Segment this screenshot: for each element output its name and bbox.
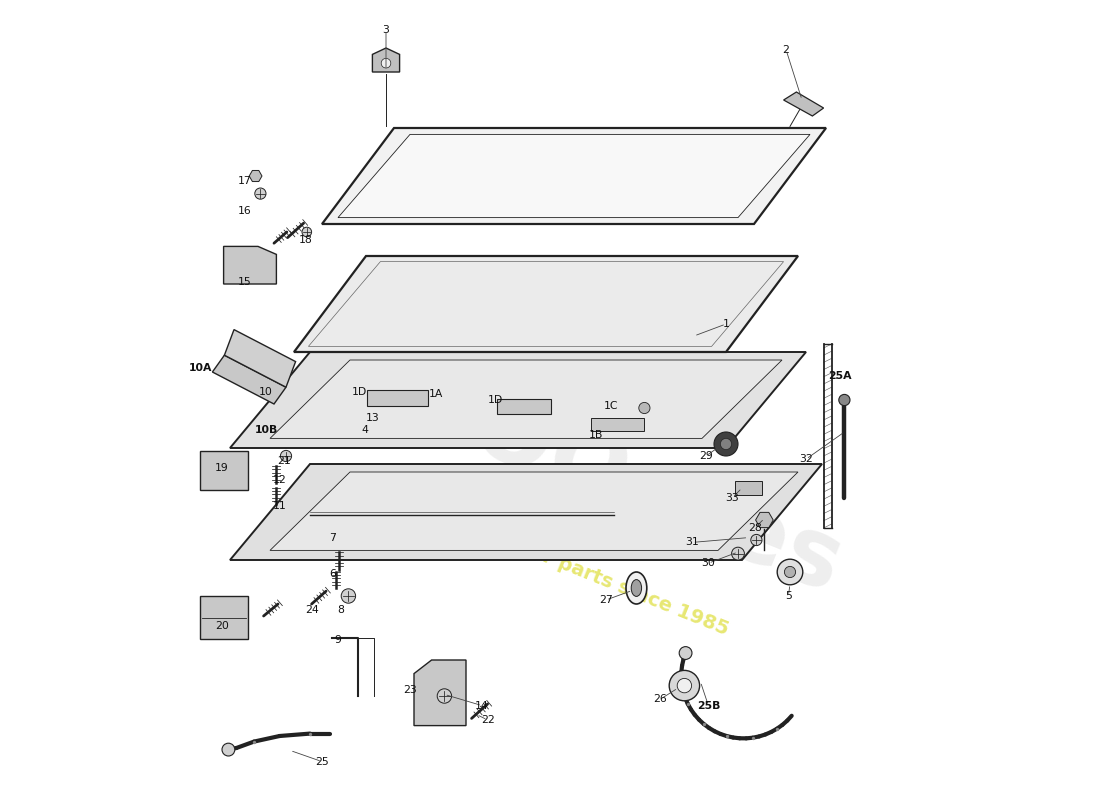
Polygon shape xyxy=(212,355,286,404)
Polygon shape xyxy=(294,256,798,352)
Text: 1: 1 xyxy=(723,319,729,329)
Polygon shape xyxy=(338,134,810,218)
Circle shape xyxy=(679,646,692,659)
Ellipse shape xyxy=(626,572,647,604)
Text: 23: 23 xyxy=(403,685,417,694)
Text: 31: 31 xyxy=(685,538,700,547)
Text: 10A: 10A xyxy=(189,363,212,373)
Text: 1C: 1C xyxy=(604,402,618,411)
Text: 7: 7 xyxy=(329,533,336,542)
Text: 10B: 10B xyxy=(254,426,277,435)
Text: 22: 22 xyxy=(481,715,495,725)
Circle shape xyxy=(437,689,452,703)
Polygon shape xyxy=(230,464,822,560)
Circle shape xyxy=(784,566,795,578)
Text: 19: 19 xyxy=(216,463,229,473)
Circle shape xyxy=(678,678,692,693)
Circle shape xyxy=(751,534,762,546)
Text: 26: 26 xyxy=(653,694,668,704)
Circle shape xyxy=(669,670,700,701)
Circle shape xyxy=(778,559,803,585)
Text: 25: 25 xyxy=(315,757,329,766)
Circle shape xyxy=(280,450,292,462)
Polygon shape xyxy=(250,170,262,182)
FancyBboxPatch shape xyxy=(591,418,645,431)
Polygon shape xyxy=(414,660,466,726)
Polygon shape xyxy=(322,128,826,224)
Text: 17: 17 xyxy=(238,176,251,186)
Polygon shape xyxy=(783,92,824,116)
Text: 6: 6 xyxy=(329,570,336,579)
Text: 1A: 1A xyxy=(429,390,443,399)
Text: 33: 33 xyxy=(726,493,739,502)
Text: 13: 13 xyxy=(365,414,380,423)
Polygon shape xyxy=(373,48,399,72)
Text: 5: 5 xyxy=(785,591,792,601)
Circle shape xyxy=(639,402,650,414)
Text: 3: 3 xyxy=(383,26,389,35)
Text: 15: 15 xyxy=(238,277,251,286)
Text: 21: 21 xyxy=(277,456,292,466)
Text: 1D: 1D xyxy=(352,387,367,397)
FancyBboxPatch shape xyxy=(735,481,762,495)
Circle shape xyxy=(341,589,355,603)
Polygon shape xyxy=(224,330,296,387)
Circle shape xyxy=(255,188,266,199)
Text: 29: 29 xyxy=(700,451,713,461)
Text: 27: 27 xyxy=(600,595,613,605)
Text: 14: 14 xyxy=(475,701,488,710)
Text: 25A: 25A xyxy=(828,371,851,381)
Text: 11: 11 xyxy=(273,501,286,510)
Text: 16: 16 xyxy=(238,206,251,216)
Text: 18: 18 xyxy=(299,235,312,245)
Text: 32: 32 xyxy=(799,454,813,464)
Polygon shape xyxy=(230,352,806,448)
Circle shape xyxy=(222,743,234,756)
Circle shape xyxy=(720,438,732,450)
Circle shape xyxy=(714,432,738,456)
Text: 1B: 1B xyxy=(590,430,604,440)
Text: 1D: 1D xyxy=(488,395,503,405)
Text: a passion for parts since 1985: a passion for parts since 1985 xyxy=(417,497,732,639)
Ellipse shape xyxy=(631,579,641,597)
Text: 28: 28 xyxy=(748,523,761,533)
Text: 24: 24 xyxy=(305,605,319,614)
Text: 9: 9 xyxy=(334,635,341,645)
Polygon shape xyxy=(223,246,276,284)
Text: 30: 30 xyxy=(702,558,715,568)
Text: 4: 4 xyxy=(361,426,367,435)
FancyBboxPatch shape xyxy=(200,596,248,639)
FancyBboxPatch shape xyxy=(200,451,248,490)
Polygon shape xyxy=(756,512,773,528)
Polygon shape xyxy=(270,472,798,550)
Polygon shape xyxy=(270,360,782,438)
FancyBboxPatch shape xyxy=(497,399,551,414)
FancyBboxPatch shape xyxy=(366,390,428,406)
Text: eurOOares: eurOOares xyxy=(293,314,855,614)
Text: 25B: 25B xyxy=(696,701,720,710)
Circle shape xyxy=(732,547,745,560)
Circle shape xyxy=(382,58,390,68)
Text: 2: 2 xyxy=(782,45,790,54)
Circle shape xyxy=(839,394,850,406)
Text: 10: 10 xyxy=(260,387,273,397)
Text: 20: 20 xyxy=(216,621,229,630)
Text: 8: 8 xyxy=(337,605,344,614)
Text: 12: 12 xyxy=(273,475,286,485)
Circle shape xyxy=(302,227,311,237)
